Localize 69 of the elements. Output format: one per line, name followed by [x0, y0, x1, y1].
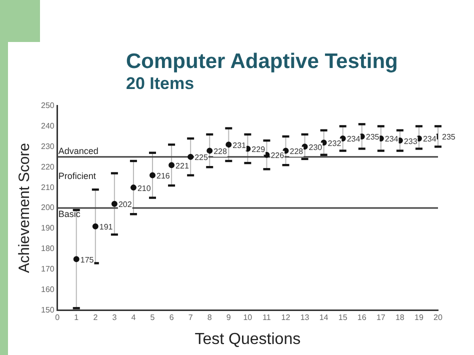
data-label: 202 — [118, 200, 132, 210]
point — [73, 256, 80, 262]
chart-subtitle: 20 Items — [126, 74, 194, 94]
data-label: 234 — [346, 134, 361, 144]
data-label: 232 — [328, 138, 342, 148]
x-tick-label: 5 — [150, 313, 156, 322]
data-label: 235 — [366, 132, 380, 142]
x-tick-label: 14 — [319, 313, 329, 322]
x-tick-label: 11 — [262, 313, 272, 322]
x-tick-label: 2 — [93, 313, 98, 322]
data-label: 229 — [252, 144, 266, 154]
data-label: 191 — [99, 222, 114, 232]
y-tick-label: 240 — [40, 121, 55, 130]
x-tick-label: 12 — [281, 313, 291, 322]
x-tick-label: 0 — [55, 313, 60, 322]
x-axis-title: Test Questions — [194, 330, 301, 348]
data-label: 235 — [442, 132, 456, 142]
x-tick-label: 3 — [112, 313, 118, 322]
y-tick-label: 190 — [40, 224, 55, 233]
x-tick-label: 4 — [131, 313, 136, 322]
y-tick-label: 230 — [40, 142, 55, 151]
data-label: 210 — [137, 184, 152, 193]
y-tick-label: 210 — [40, 182, 55, 192]
data-label: 234 — [384, 134, 399, 144]
point — [188, 154, 194, 160]
x-tick-label: 18 — [395, 313, 405, 322]
ref-line-label: Advanced — [58, 146, 98, 156]
x-tick-label: 19 — [414, 313, 424, 322]
y-axis-title: Achievement Score — [16, 142, 34, 274]
data-label: 233 — [404, 136, 418, 146]
point — [92, 223, 98, 230]
data-label: 228 — [290, 146, 304, 156]
point — [130, 184, 136, 191]
point — [206, 148, 213, 154]
x-tick-label: 16 — [357, 313, 367, 322]
x-tick-label: 13 — [300, 313, 310, 322]
x-tick-label: 10 — [243, 313, 253, 322]
x-tick-label: 20 — [434, 313, 443, 322]
ref-line-label: Basic — [58, 208, 81, 219]
x-tick-label: 7 — [188, 313, 194, 322]
data-label: 226 — [270, 151, 285, 160]
data-label: 231 — [232, 140, 247, 150]
point — [168, 162, 175, 168]
y-tick-label: 220 — [40, 162, 55, 172]
point — [340, 136, 346, 142]
y-tick-label: 250 — [40, 101, 55, 110]
data-label: 228 — [214, 146, 228, 156]
y-tick-label: 170 — [40, 264, 55, 274]
y-tick-label: 150 — [40, 305, 55, 314]
x-tick-label: 9 — [226, 313, 232, 322]
y-tick-label: 160 — [40, 284, 55, 294]
x-tick-label: 6 — [169, 313, 174, 322]
annotation: Proficient — [58, 170, 96, 181]
data-label: 225 — [194, 153, 208, 162]
x-tick-label: 8 — [207, 313, 212, 322]
point — [150, 172, 156, 178]
data-label: 234 — [422, 134, 437, 144]
y-tick-label: 200 — [40, 203, 55, 212]
x-tick-label: 1 — [74, 313, 80, 322]
chart-title: Computer Adaptive Testing — [126, 50, 398, 74]
x-tick-label: 15 — [338, 313, 348, 322]
data-label: 221 — [176, 161, 190, 170]
point — [111, 200, 118, 207]
data-label: 175 — [80, 255, 94, 264]
data-label: 230 — [308, 142, 323, 152]
point — [226, 142, 232, 148]
data-label: 216 — [156, 172, 170, 180]
x-tick-label: 17 — [376, 313, 386, 322]
y-tick-label: 180 — [40, 244, 55, 254]
